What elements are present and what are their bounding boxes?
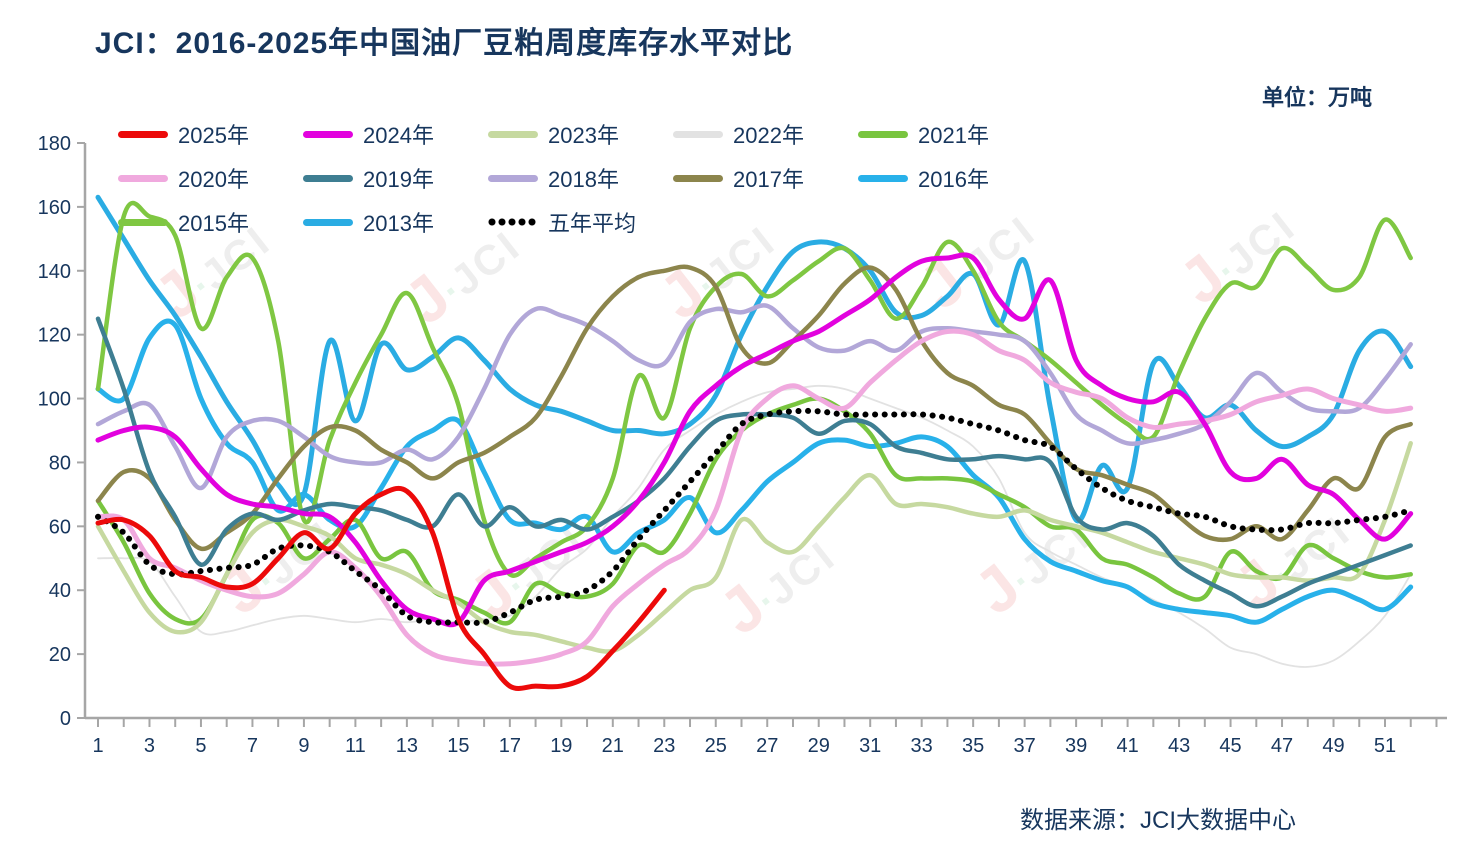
x-tick-label: 27 — [756, 735, 778, 757]
series-line-2021年 — [95, 396, 1413, 626]
series-line-2025年 — [95, 485, 667, 691]
legend-swatch-2013年 — [303, 218, 353, 226]
legend-swatch-2015年 — [118, 218, 168, 226]
legend-label: 2025年 — [178, 123, 249, 148]
legend-item-五年平均[interactable]: 五年平均 — [488, 206, 673, 238]
legend-item-2017年[interactable]: 2017年 — [673, 162, 858, 194]
legend-swatch-2017年 — [673, 174, 723, 182]
x-tick-label: 25 — [705, 735, 727, 757]
x-tick-label: 13 — [396, 735, 418, 757]
x-tick-label: 35 — [962, 735, 984, 757]
legend-item-2024年[interactable]: 2024年 — [303, 118, 488, 150]
legend-row: 2020年 2019年 2018年 2017年 2016年 — [118, 156, 1043, 200]
legend-label: 2021年 — [918, 123, 989, 148]
legend-label: 2015年 — [178, 211, 249, 236]
series-line-2022年 — [97, 384, 1412, 668]
source-label: 数据来源：JCI大数据中心 — [1020, 807, 1296, 834]
x-tick-label: 11 — [345, 735, 366, 757]
legend-label: 2018年 — [548, 167, 619, 192]
x-tick-label: 29 — [808, 735, 830, 757]
series-line-五年平均 — [95, 407, 1414, 626]
y-tick-label: 80 — [49, 452, 71, 474]
x-tick-label: 31 — [859, 735, 881, 757]
legend-label: 2022年 — [733, 123, 804, 148]
x-tick-label: 5 — [195, 735, 206, 757]
legend-item-2018年[interactable]: 2018年 — [488, 162, 673, 194]
chart-legend: 2025年 2024年 2023年 2022年 2021年 2020年 2019年 2018年… — [118, 112, 1043, 244]
legend-item-2015年[interactable]: 2015年 — [118, 206, 303, 238]
x-tick-label: 51 — [1374, 735, 1396, 757]
x-tick-label: 7 — [247, 735, 258, 757]
legend-row: 2015年 2013年 五年平均 — [118, 200, 1043, 244]
x-tick-label: 19 — [550, 735, 572, 757]
unit-label: 单位：万吨 — [1261, 85, 1372, 110]
legend-swatch-2024年 — [303, 130, 353, 138]
legend-swatch-2016年 — [858, 174, 908, 182]
x-tick-label: 23 — [653, 735, 675, 757]
x-tick-label: 1 — [92, 735, 103, 757]
x-tick-label: 21 — [602, 735, 624, 757]
legend-item-2013年[interactable]: 2013年 — [303, 206, 488, 238]
legend-label: 2019年 — [363, 167, 434, 192]
legend-label: 2024年 — [363, 123, 434, 148]
y-tick-label: 180 — [38, 133, 71, 155]
series-line-2020年 — [95, 328, 1414, 667]
legend-label: 2020年 — [178, 167, 249, 192]
x-tick-label: 3 — [144, 735, 155, 757]
x-tick-label: 9 — [298, 735, 309, 757]
legend-swatch-2020年 — [118, 174, 168, 182]
series-lines — [95, 194, 1414, 691]
y-tick-label: 20 — [49, 644, 71, 666]
y-tick-label: 60 — [49, 516, 71, 538]
x-tick-label: 15 — [447, 735, 469, 757]
legend-label: 五年平均 — [548, 211, 637, 236]
legend-item-2019年[interactable]: 2019年 — [303, 162, 488, 194]
legend-swatch-五年平均 — [488, 218, 538, 226]
legend-swatch-2018年 — [488, 174, 538, 182]
x-tick-label: 17 — [499, 735, 521, 757]
legend-item-2025年[interactable]: 2025年 — [118, 118, 303, 150]
legend-item-2020年[interactable]: 2020年 — [118, 162, 303, 194]
legend-label: 2016年 — [918, 167, 989, 192]
y-tick-label: 160 — [38, 197, 71, 219]
series-line-2016年 — [95, 318, 1414, 625]
series-line-2018年 — [95, 303, 1413, 491]
legend-label: 2023年 — [548, 123, 619, 148]
legend-item-2016年[interactable]: 2016年 — [858, 162, 1043, 194]
y-tick-label: 120 — [38, 325, 71, 347]
legend-swatch-2022年 — [673, 130, 723, 138]
legend-row: 2025年 2024年 2023年 2022年 2021年 — [118, 112, 1043, 156]
legend-item-2022年[interactable]: 2022年 — [673, 118, 858, 150]
legend-swatch-2023年 — [488, 130, 538, 138]
y-tick-label: 140 — [38, 261, 71, 283]
legend-item-2021年[interactable]: 2021年 — [858, 118, 1043, 150]
legend-swatch-2021年 — [858, 130, 908, 138]
legend-label: 2013年 — [363, 211, 434, 236]
x-tick-label: 41 — [1116, 735, 1138, 757]
page-title: JCI：2016-2025年中国油厂豆粕周度库存水平对比 — [95, 27, 794, 60]
x-tick-label: 49 — [1322, 735, 1344, 757]
x-tick-label: 37 — [1014, 735, 1036, 757]
series-line-2013年 — [95, 194, 1414, 524]
series-line-2024年 — [95, 252, 1414, 628]
x-tick-label: 39 — [1065, 735, 1087, 757]
legend-item-2023年[interactable]: 2023年 — [488, 118, 673, 150]
y-tick-label: 40 — [49, 580, 71, 602]
y-tick-label: 0 — [60, 708, 71, 730]
legend-swatch-2025年 — [118, 130, 168, 138]
legend-swatch-2019年 — [303, 174, 353, 182]
x-tick-label: 33 — [911, 735, 933, 757]
legend-label: 2017年 — [733, 167, 804, 192]
x-tick-label: 45 — [1219, 735, 1241, 757]
x-tick-label: 47 — [1271, 735, 1293, 757]
x-tick-label: 43 — [1168, 735, 1190, 757]
series-line-2023年 — [95, 441, 1413, 654]
y-tick-label: 100 — [38, 389, 71, 411]
